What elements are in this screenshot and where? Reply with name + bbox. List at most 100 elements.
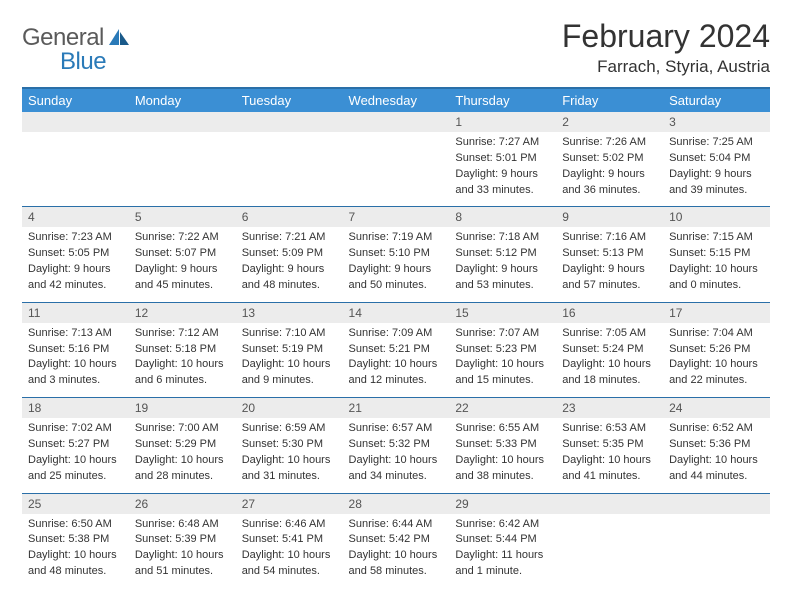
calendar-body: 12 3 Sunrise: 7:27 AMSunset: 5:01 PMDayli…: [22, 112, 770, 588]
sunset-text: Sunset: 5:35 PM: [562, 437, 657, 452]
daylight-text-2: and 12 minutes.: [349, 373, 444, 388]
day-number-cell: 7: [343, 207, 450, 228]
day-detail-cell: Sunrise: 7:27 AMSunset: 5:01 PMDaylight:…: [449, 132, 556, 207]
day-number-cell: [22, 112, 129, 132]
sunrise-text: Sunrise: 7:07 AM: [455, 326, 550, 341]
day-detail-cell: Sunrise: 6:44 AMSunset: 5:42 PMDaylight:…: [343, 514, 450, 588]
sunrise-text: Sunrise: 7:19 AM: [349, 230, 444, 245]
detail-row: Sunrise: 7:02 AMSunset: 5:27 PMDaylight:…: [22, 418, 770, 493]
daylight-text-2: and 28 minutes.: [135, 469, 230, 484]
sunset-text: Sunset: 5:24 PM: [562, 342, 657, 357]
daylight-text-1: Daylight: 10 hours: [242, 453, 337, 468]
day-number-cell: 19: [129, 398, 236, 419]
daylight-text-2: and 1 minute.: [455, 564, 550, 579]
daynum-row: 2526272829: [22, 493, 770, 514]
calendar-table: Sunday Monday Tuesday Wednesday Thursday…: [22, 89, 770, 588]
day-number-cell: 6: [236, 207, 343, 228]
day-number-cell: [236, 112, 343, 132]
daylight-text-1: Daylight: 9 hours: [349, 262, 444, 277]
daylight-text-2: and 18 minutes.: [562, 373, 657, 388]
sunset-text: Sunset: 5:23 PM: [455, 342, 550, 357]
day-detail-cell: Sunrise: 7:04 AMSunset: 5:26 PMDaylight:…: [663, 323, 770, 398]
daylight-text-1: Daylight: 10 hours: [349, 453, 444, 468]
sunset-text: Sunset: 5:07 PM: [135, 246, 230, 261]
day-detail-cell: Sunrise: 6:46 AMSunset: 5:41 PMDaylight:…: [236, 514, 343, 588]
day-number-cell: 4: [22, 207, 129, 228]
day-detail-cell: [22, 132, 129, 207]
daylight-text-2: and 34 minutes.: [349, 469, 444, 484]
sunset-text: Sunset: 5:32 PM: [349, 437, 444, 452]
day-detail-cell: Sunrise: 7:05 AMSunset: 5:24 PMDaylight:…: [556, 323, 663, 398]
daylight-text-1: Daylight: 10 hours: [135, 548, 230, 563]
day-detail-cell: [129, 132, 236, 207]
sunset-text: Sunset: 5:42 PM: [349, 532, 444, 547]
sunrise-text: Sunrise: 7:13 AM: [28, 326, 123, 341]
day-number-cell: 12: [129, 302, 236, 323]
day-detail-cell: Sunrise: 7:13 AMSunset: 5:16 PMDaylight:…: [22, 323, 129, 398]
day-number-cell: [556, 493, 663, 514]
sunset-text: Sunset: 5:15 PM: [669, 246, 764, 261]
daylight-text-1: Daylight: 10 hours: [349, 357, 444, 372]
daylight-text-2: and 3 minutes.: [28, 373, 123, 388]
daylight-text-1: Daylight: 9 hours: [669, 167, 764, 182]
sunset-text: Sunset: 5:02 PM: [562, 151, 657, 166]
sunrise-text: Sunrise: 6:44 AM: [349, 517, 444, 532]
day-number-cell: 10: [663, 207, 770, 228]
day-number-cell: 17: [663, 302, 770, 323]
daylight-text-2: and 15 minutes.: [455, 373, 550, 388]
daylight-text-2: and 22 minutes.: [669, 373, 764, 388]
day-detail-cell: [663, 514, 770, 588]
weekday-header: Wednesday: [343, 89, 450, 112]
daylight-text-1: Daylight: 11 hours: [455, 548, 550, 563]
day-number-cell: 29: [449, 493, 556, 514]
sunset-text: Sunset: 5:01 PM: [455, 151, 550, 166]
sunset-text: Sunset: 5:26 PM: [669, 342, 764, 357]
daylight-text-2: and 38 minutes.: [455, 469, 550, 484]
logo: General Blue: [22, 24, 132, 76]
day-detail-cell: Sunrise: 7:25 AMSunset: 5:04 PMDaylight:…: [663, 132, 770, 207]
day-number-cell: 3: [663, 112, 770, 132]
daylight-text-2: and 31 minutes.: [242, 469, 337, 484]
daylight-text-2: and 36 minutes.: [562, 183, 657, 198]
day-detail-cell: Sunrise: 6:59 AMSunset: 5:30 PMDaylight:…: [236, 418, 343, 493]
day-number-cell: 21: [343, 398, 450, 419]
daylight-text-1: Daylight: 9 hours: [242, 262, 337, 277]
month-title: February 2024: [562, 18, 770, 55]
day-detail-cell: [343, 132, 450, 207]
daylight-text-1: Daylight: 10 hours: [669, 453, 764, 468]
sunset-text: Sunset: 5:21 PM: [349, 342, 444, 357]
sunrise-text: Sunrise: 7:18 AM: [455, 230, 550, 245]
daylight-text-2: and 54 minutes.: [242, 564, 337, 579]
sunrise-text: Sunrise: 6:42 AM: [455, 517, 550, 532]
day-detail-cell: Sunrise: 6:53 AMSunset: 5:35 PMDaylight:…: [556, 418, 663, 493]
day-detail-cell: Sunrise: 7:12 AMSunset: 5:18 PMDaylight:…: [129, 323, 236, 398]
day-number-cell: 13: [236, 302, 343, 323]
day-detail-cell: Sunrise: 7:07 AMSunset: 5:23 PMDaylight:…: [449, 323, 556, 398]
weekday-header: Sunday: [22, 89, 129, 112]
detail-row: Sunrise: 7:13 AMSunset: 5:16 PM Daylight:…: [22, 323, 770, 398]
daylight-text-2: and 48 minutes.: [242, 278, 337, 293]
day-detail-cell: Sunrise: 6:55 AMSunset: 5:33 PMDaylight:…: [449, 418, 556, 493]
sunset-text: Sunset: 5:13 PM: [562, 246, 657, 261]
daylight-text-2: and 42 minutes.: [28, 278, 123, 293]
sunset-text: Sunset: 5:16 PM: [28, 342, 123, 357]
daylight-text-2: and 9 minutes.: [242, 373, 337, 388]
daylight-text-1: Daylight: 10 hours: [242, 357, 337, 372]
detail-row: Sunrise: 7:27 AMSunset: 5:01 PMDaylight:…: [22, 132, 770, 207]
sunset-text: Sunset: 5:36 PM: [669, 437, 764, 452]
header: General Blue February 2024 Farrach, Styr…: [22, 18, 770, 77]
daylight-text-2: and 6 minutes.: [135, 373, 230, 388]
sunset-text: Sunset: 5:29 PM: [135, 437, 230, 452]
day-number-cell: 15: [449, 302, 556, 323]
daylight-text-1: Daylight: 10 hours: [669, 262, 764, 277]
day-detail-cell: Sunrise: 7:02 AMSunset: 5:27 PMDaylight:…: [22, 418, 129, 493]
day-detail-cell: Sunrise: 7:26 AMSunset: 5:02 PMDaylight:…: [556, 132, 663, 207]
daylight-text-2: and 45 minutes.: [135, 278, 230, 293]
day-detail-cell: [556, 514, 663, 588]
daylight-text-1: Daylight: 10 hours: [562, 453, 657, 468]
sunrise-text: Sunrise: 6:48 AM: [135, 517, 230, 532]
daylight-text-1: Daylight: 10 hours: [28, 548, 123, 563]
daylight-text-1: Daylight: 10 hours: [455, 453, 550, 468]
day-number-cell: 11: [22, 302, 129, 323]
daylight-text-1: Daylight: 9 hours: [135, 262, 230, 277]
